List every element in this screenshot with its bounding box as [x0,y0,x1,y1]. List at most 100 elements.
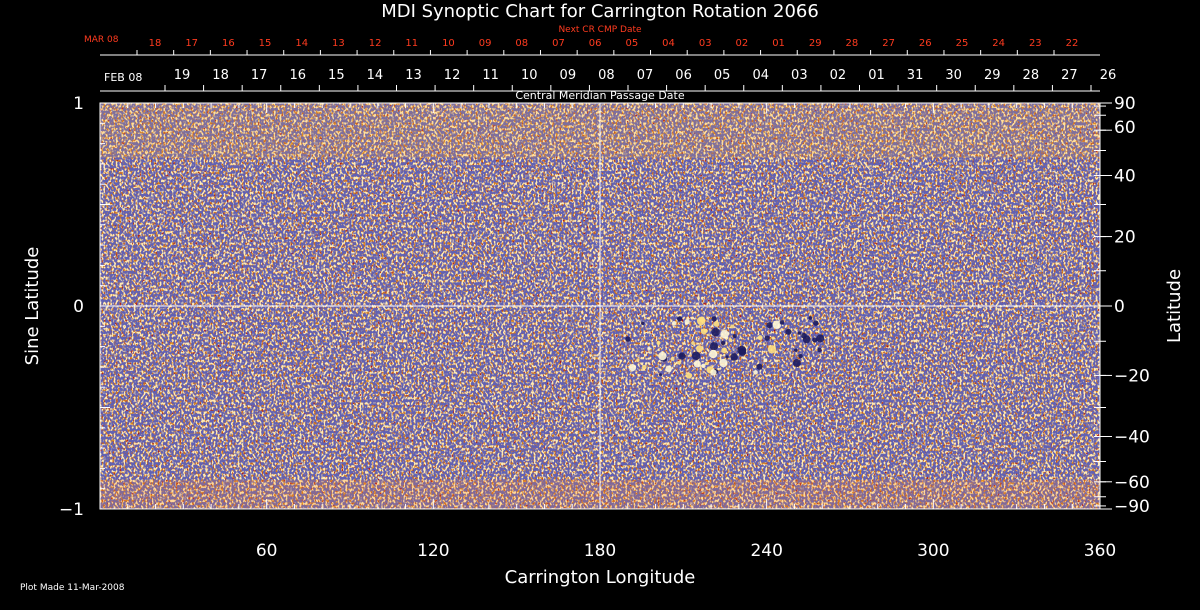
active-region-spot [802,335,811,344]
y-right-tick-label: −20 [1114,366,1150,386]
x-tick-label: 300 [917,541,949,561]
x-tick-label: 240 [750,541,782,561]
cmp-date-label: 04 [752,68,769,83]
next-cr-date-label: 17 [185,38,198,49]
next-cr-date-label: 06 [589,38,602,49]
active-region [625,316,825,379]
next-cr-date-label: 12 [369,38,382,49]
active-region-spot [764,335,770,341]
cmp-date-label: 05 [714,68,731,83]
next-cr-date-label: 05 [625,38,638,49]
x-tick-label: 120 [417,541,449,561]
active-region-spot [772,320,782,330]
active-region-spot [677,316,683,322]
cmp-date-label: 31 [907,68,924,83]
active-region-spot [730,353,738,361]
active-region-spot [753,370,758,375]
next-cr-date-label: 10 [442,38,455,49]
cmp-date-label: 30 [945,68,962,83]
active-region-spot [709,349,718,359]
y-right-tick-label: 40 [1114,167,1136,187]
active-region-spot [711,316,717,322]
active-region-spot [684,319,690,325]
active-region-spot [771,336,775,340]
y-left-tick-label: −1 [59,500,84,520]
active-region-spot [720,330,729,339]
next-cr-date-label: 14 [295,38,308,49]
active-region-spot [711,327,720,337]
active-region-spot [730,324,735,329]
cmp-date-label: 06 [675,68,692,83]
active-region-spot [636,358,640,362]
y-right-axis: 90 60 40 20 0 −20 −40 −60 −90 [1094,94,1150,517]
next-cr-axis-label: Next CR CMP Date [558,25,642,35]
y-left-axis-label: Sine Latitude [22,247,43,366]
y-right-tick-label: −90 [1114,497,1150,517]
active-region-spot [725,355,729,359]
active-region-spot [812,337,818,343]
next-cr-date-label: 22 [1066,38,1079,49]
cmp-date-label: 26 [1100,68,1117,83]
next-cr-date-label: 28 [846,38,859,49]
active-region-spot [732,334,737,339]
next-cr-date-label: 26 [919,38,932,49]
cmp-date-label: 17 [251,68,268,83]
active-region-spot [625,336,631,342]
active-region-spot [713,321,720,327]
cmp-date-label: 28 [1023,68,1040,83]
plot-made-note: Plot Made 11-Mar-2008 [20,583,125,593]
next-cr-date-label: 08 [515,38,528,49]
reference-lines [100,103,1100,509]
active-region-spot [709,342,719,351]
active-region-spot [813,320,819,326]
x-tick-label: 60 [256,541,278,561]
cmp-date-label: 07 [637,68,654,83]
active-region-spot [785,328,792,335]
next-cr-date-label: 13 [332,38,345,49]
active-region-spot [808,316,813,320]
active-region-spot [656,340,661,345]
x-axis: 60 120 180 240 300 360 [127,103,1116,561]
cmp-date-label: 08 [598,68,615,83]
active-region-spot [665,365,672,373]
active-region-spot [719,358,728,368]
active-region-spot [767,345,777,354]
active-region-spot [693,360,701,368]
x-tick-label: 180 [584,541,616,561]
next-cr-date-label: 29 [809,38,822,49]
active-region-spot [701,363,706,369]
y-right-tick-label: −60 [1114,473,1150,493]
active-region-spot [710,369,717,376]
next-cr-date-label: 11 [405,38,418,49]
active-region-spot [779,320,785,325]
cmp-date-label: 01 [868,68,885,83]
next-cr-date-label: 16 [222,38,235,49]
y-right-axis-label: Latitude [1164,269,1185,343]
active-region-spot [756,363,763,370]
active-region-spot [794,348,798,352]
cmp-date-label: 03 [791,68,808,83]
y-right-tick-label: 90 [1114,94,1136,114]
y-right-tick-label: 0 [1114,297,1125,317]
next-cr-date-label: 18 [149,38,162,49]
cmp-date-label: 11 [482,68,499,83]
chart-title: MDI Synoptic Chart for Carrington Rotati… [381,1,819,22]
active-region-spot [679,353,684,358]
active-region-spot [647,346,651,350]
active-region-spot [704,361,709,366]
active-region-spot [671,320,677,326]
active-region-spot [798,353,803,359]
cmp-date-label: 09 [560,68,577,83]
active-region-spot [658,351,667,361]
next-cr-date-label: 01 [772,38,785,49]
cmp-date-label: 29 [984,68,1001,83]
next-cr-date-label: 03 [699,38,712,49]
active-region-spot [757,335,763,341]
active-region-spot [628,364,637,372]
active-region-spot [641,321,645,326]
y-left-axis: 1 0 −1 [59,94,110,520]
cmp-date-label: 13 [405,68,422,83]
active-region-spot [792,359,801,368]
cmp-date-label: 19 [174,68,191,83]
